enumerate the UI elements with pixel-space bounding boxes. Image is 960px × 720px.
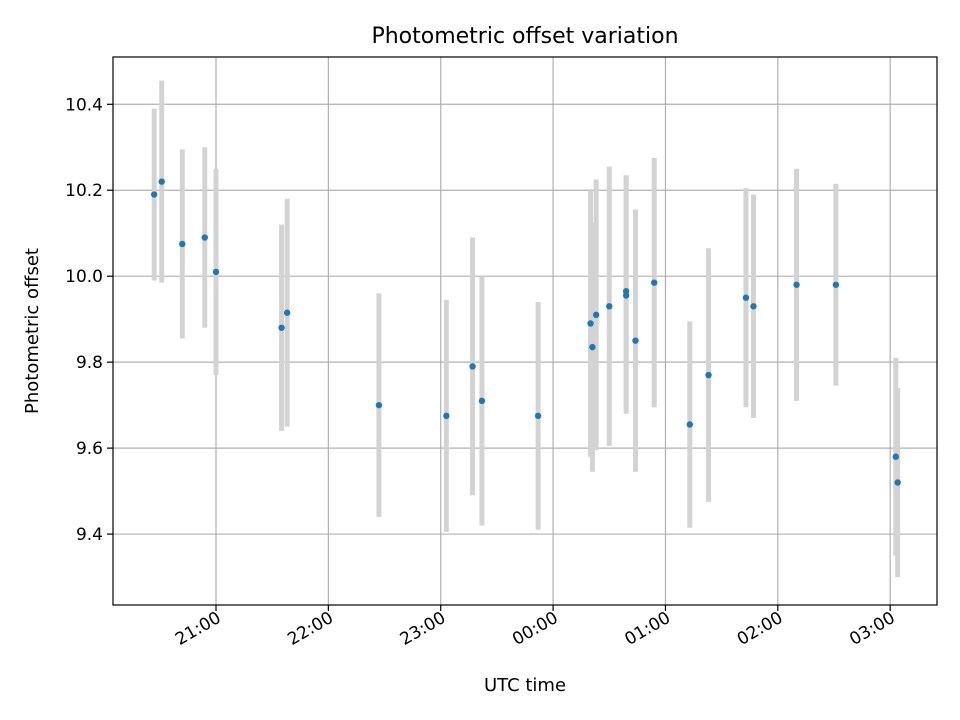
- data-point: [375, 401, 383, 409]
- data-point: [793, 281, 800, 288]
- y-axis-ticks: 9.4 9.6 9.8 10.0 10.2 10.4: [65, 95, 113, 545]
- data-point: [632, 337, 639, 344]
- grid: [113, 57, 937, 605]
- data-point: [478, 397, 486, 405]
- data-point: [622, 292, 630, 299]
- plot-frame: [112, 56, 938, 606]
- y-tick-label: 9.4: [76, 525, 103, 545]
- data-point: [832, 281, 840, 288]
- data-point: [283, 309, 291, 316]
- data-point: [894, 479, 901, 486]
- data-point: [750, 303, 757, 310]
- data-point: [278, 324, 285, 331]
- data-point: [443, 412, 450, 420]
- data-point: [589, 343, 596, 351]
- y-tick-label: 10.4: [65, 95, 103, 115]
- y-tick-label: 9.6: [76, 439, 103, 459]
- data-point: [686, 421, 693, 428]
- y-tick-label: 10.0: [65, 267, 103, 287]
- data-point: [201, 234, 208, 241]
- y-tick-label: 10.2: [65, 181, 103, 201]
- data-point: [469, 363, 476, 370]
- y-tick-label: 9.8: [76, 353, 103, 373]
- data-point: [606, 303, 613, 310]
- x-axis-label: UTC time: [484, 675, 566, 696]
- data-point: [651, 279, 658, 286]
- data-point: [212, 268, 220, 276]
- data-point: [742, 294, 750, 301]
- data-point: [587, 320, 594, 327]
- data-point: [158, 178, 165, 185]
- chart-title: Photometric offset variation: [371, 24, 678, 49]
- data-point: [892, 453, 899, 460]
- data-point: [151, 191, 158, 198]
- data-points: [151, 178, 901, 486]
- data-point: [534, 412, 542, 420]
- data-point: [179, 240, 186, 248]
- data-point: [592, 311, 600, 319]
- data-point: [705, 371, 712, 379]
- y-axis-label: Photometric offset: [22, 248, 43, 414]
